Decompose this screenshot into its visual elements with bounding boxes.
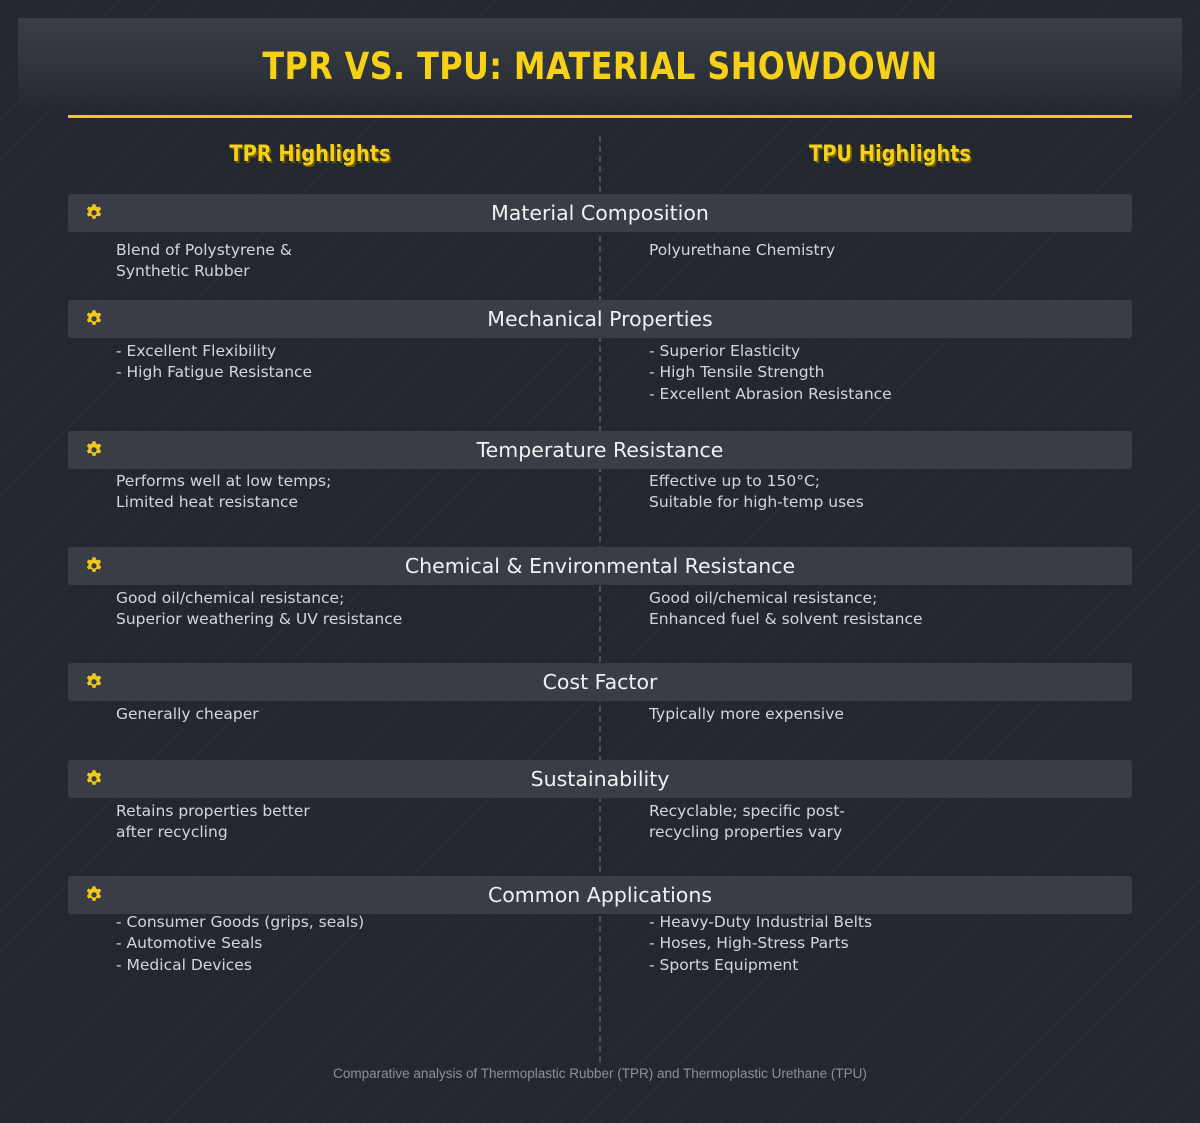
detail-line: Generally cheaper [116, 705, 259, 723]
category-title: Mechanical Properties [487, 307, 713, 331]
category-title: Chemical & Environmental Resistance [404, 554, 796, 578]
detail-line: Synthetic Rubber [116, 262, 250, 281]
gear-icon [84, 440, 104, 460]
detail-line: Limited heat resistance [116, 493, 299, 512]
category-title: Common Applications [487, 883, 713, 907]
detail-line: Recyclable; specific post- [649, 802, 846, 820]
category-bar: Mechanical Properties [68, 300, 1132, 338]
category-bar: Material Composition [68, 194, 1132, 232]
detail-line: Superior weathering & UV resistance [116, 610, 403, 629]
gear-icon [84, 309, 104, 329]
detail-line: after recycling [116, 823, 228, 842]
detail-line: - Sports Equipment [649, 955, 799, 974]
tpr-detail: Good oil/chemical resistance; Superior we… [116, 588, 536, 631]
tpu-detail: - Heavy-Duty Industrial Belts - Hoses, Hi… [649, 912, 1069, 976]
gear-icon [84, 672, 104, 692]
detail-line: recycling properties vary [649, 823, 843, 842]
tpu-detail: Effective up to 150°C; Suitable for high-… [649, 471, 1069, 514]
detail-line: - Superior Elasticity [649, 342, 801, 360]
tpr-detail: - Excellent Flexibility - High Fatigue Re… [116, 341, 536, 384]
tpr-detail: Retains properties better after recycling [116, 801, 536, 844]
tpu-detail: Good oil/chemical resistance; Enhanced fu… [649, 588, 1069, 631]
detail-line: - Medical Devices [116, 955, 252, 974]
gear-icon [84, 885, 104, 905]
tpr-detail: - Consumer Goods (grips, seals) - Automot… [116, 912, 536, 976]
detail-line: - High Tensile Strength [649, 363, 825, 382]
detail-line: - Hoses, High-Stress Parts [649, 934, 849, 953]
category-title: Temperature Resistance [476, 438, 724, 462]
header-banner [18, 18, 1182, 110]
tpr-detail: Generally cheaper [116, 704, 536, 725]
tpr-detail: Blend of Polystyrene & Synthetic Rubber [116, 240, 536, 283]
title-underline [68, 115, 1132, 118]
tpu-detail: - Superior Elasticity - High Tensile Stre… [649, 341, 1069, 405]
tpu-column-heading: TPU Highlights [808, 142, 972, 167]
detail-line: Good oil/chemical resistance; [649, 589, 878, 607]
tpu-detail: Recyclable; specific post-recycling prop… [649, 801, 1069, 844]
detail-line: Enhanced fuel & solvent resistance [649, 610, 923, 629]
detail-line: Good oil/chemical resistance; [116, 589, 345, 607]
detail-line: - Heavy-Duty Industrial Belts [649, 913, 873, 931]
category-title: Material Composition [491, 201, 709, 225]
detail-line: - Excellent Flexibility [116, 342, 277, 360]
detail-line: - Automotive Seals [116, 934, 263, 953]
tpu-detail: Typically more expensive [649, 704, 1069, 725]
gear-icon [84, 556, 104, 576]
detail-line: - Excellent Abrasion Resistance [649, 384, 892, 403]
category-title: Cost Factor [542, 670, 658, 694]
gear-icon [84, 769, 104, 789]
page-title: TPR VS. TPU: MATERIAL SHOWDOWN [262, 45, 938, 88]
detail-line: - High Fatigue Resistance [116, 363, 313, 382]
detail-line: Blend of Polystyrene & [116, 241, 292, 259]
category-bar: Temperature Resistance [68, 431, 1132, 469]
detail-line: - Consumer Goods (grips, seals) [116, 913, 365, 931]
column-divider [599, 136, 601, 1062]
footer-caption: Comparative analysis of Thermoplastic Ru… [333, 1066, 867, 1081]
category-bar: Cost Factor [68, 663, 1132, 701]
gear-icon [84, 203, 104, 223]
category-title: Sustainability [530, 767, 670, 791]
category-bar: Common Applications [68, 876, 1132, 914]
detail-line: Polyurethane Chemistry [649, 241, 836, 259]
tpr-column-heading: TPR Highlights [229, 142, 391, 167]
detail-line: Retains properties better [116, 802, 310, 820]
tpr-detail: Performs well at low temps; Limited heat … [116, 471, 536, 514]
category-bar: Sustainability [68, 760, 1132, 798]
detail-line: Typically more expensive [649, 705, 844, 723]
category-bar: Chemical & Environmental Resistance [68, 547, 1132, 585]
detail-line: Performs well at low temps; [116, 472, 332, 490]
detail-line: Suitable for high-temp uses [649, 493, 864, 512]
detail-line: Effective up to 150°C; [649, 472, 821, 490]
tpu-detail: Polyurethane Chemistry [649, 240, 1069, 261]
